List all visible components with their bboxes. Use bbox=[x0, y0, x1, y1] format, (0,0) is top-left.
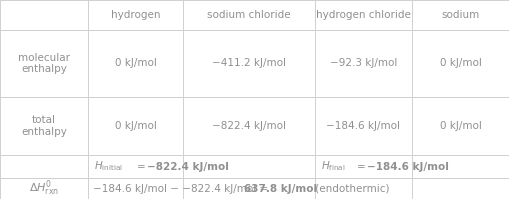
Bar bbox=[88, 97, 183, 155]
Bar bbox=[411, 178, 509, 199]
Bar bbox=[88, 178, 183, 199]
Text: 0 kJ/mol: 0 kJ/mol bbox=[115, 121, 156, 131]
Bar bbox=[88, 155, 183, 178]
Text: −822.4 kJ/mol: −822.4 kJ/mol bbox=[212, 121, 286, 131]
Text: −822.4 kJ/mol: −822.4 kJ/mol bbox=[147, 162, 229, 172]
Bar bbox=[183, 30, 315, 97]
Text: −92.3 kJ/mol: −92.3 kJ/mol bbox=[329, 59, 397, 68]
Text: (endothermic): (endothermic) bbox=[312, 183, 389, 193]
Text: sodium: sodium bbox=[441, 10, 479, 20]
Bar bbox=[0, 155, 88, 178]
Bar bbox=[0, 0, 88, 30]
Text: hydrogen: hydrogen bbox=[110, 10, 160, 20]
Text: =: = bbox=[137, 162, 149, 172]
Bar bbox=[411, 155, 509, 178]
Bar bbox=[315, 97, 411, 155]
Bar bbox=[0, 30, 88, 97]
Text: $\mathit{H}_{\mathregular{final}}$: $\mathit{H}_{\mathregular{final}}$ bbox=[320, 160, 345, 173]
Bar bbox=[0, 97, 88, 155]
Text: $\mathit{H}_{\mathregular{initial}}$: $\mathit{H}_{\mathregular{initial}}$ bbox=[94, 160, 123, 173]
Bar bbox=[315, 30, 411, 97]
Bar bbox=[315, 155, 411, 178]
Text: −184.6 kJ/mol: −184.6 kJ/mol bbox=[366, 162, 448, 172]
Bar bbox=[411, 30, 509, 97]
Text: =: = bbox=[356, 162, 369, 172]
Bar bbox=[183, 178, 315, 199]
Text: −184.6 kJ/mol − −822.4 kJ/mol =: −184.6 kJ/mol − −822.4 kJ/mol = bbox=[93, 183, 271, 193]
Text: $\Delta H^0_{\mathrm{rxn}}$: $\Delta H^0_{\mathrm{rxn}}$ bbox=[29, 179, 59, 198]
Text: total
enthalpy: total enthalpy bbox=[21, 115, 67, 137]
Bar bbox=[183, 0, 315, 30]
Bar bbox=[411, 97, 509, 155]
Bar bbox=[411, 0, 509, 30]
Bar bbox=[88, 0, 183, 30]
Text: 0 kJ/mol: 0 kJ/mol bbox=[439, 59, 481, 68]
Text: −411.2 kJ/mol: −411.2 kJ/mol bbox=[212, 59, 286, 68]
Text: −184.6 kJ/mol: −184.6 kJ/mol bbox=[326, 121, 400, 131]
Text: sodium chloride: sodium chloride bbox=[207, 10, 290, 20]
Bar bbox=[183, 97, 315, 155]
Text: 637.8 kJ/mol: 637.8 kJ/mol bbox=[243, 183, 317, 193]
Text: 0 kJ/mol: 0 kJ/mol bbox=[115, 59, 156, 68]
Bar bbox=[0, 178, 88, 199]
Text: molecular
enthalpy: molecular enthalpy bbox=[18, 53, 70, 74]
Bar bbox=[88, 30, 183, 97]
Text: hydrogen chloride: hydrogen chloride bbox=[316, 10, 410, 20]
Bar bbox=[315, 178, 411, 199]
Bar bbox=[315, 0, 411, 30]
Bar bbox=[183, 155, 315, 178]
Text: 0 kJ/mol: 0 kJ/mol bbox=[439, 121, 481, 131]
